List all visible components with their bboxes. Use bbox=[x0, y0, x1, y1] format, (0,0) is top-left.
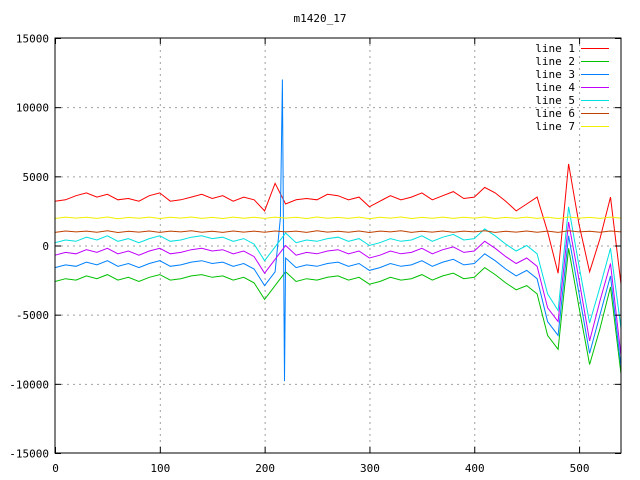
legend-label: line 5 bbox=[535, 94, 575, 107]
series-line-5 bbox=[54, 206, 622, 329]
series-line-3 bbox=[54, 79, 622, 382]
series-line-1 bbox=[54, 163, 622, 285]
x-tick-label: 200 bbox=[255, 462, 275, 475]
legend-label: line 4 bbox=[535, 81, 575, 94]
x-tick-label: 400 bbox=[465, 462, 485, 475]
series-line-7 bbox=[54, 216, 622, 220]
legend-label: line 2 bbox=[535, 55, 575, 68]
y-tick-label: -5000 bbox=[16, 309, 49, 322]
x-tick-label: 100 bbox=[150, 462, 170, 475]
series-group bbox=[54, 79, 622, 382]
grid bbox=[55, 38, 621, 453]
chart-title: m1420_17 bbox=[294, 12, 347, 25]
y-tick-label: -15000 bbox=[9, 448, 49, 461]
legend-label: line 6 bbox=[535, 107, 575, 120]
x-tick-label: 500 bbox=[570, 462, 590, 475]
legend-label: line 3 bbox=[535, 68, 575, 81]
axis-ticks: 0 100 200 300 400 500 -15000 -10000 -5000 0 5000 10… bbox=[9, 33, 621, 475]
x-tick-label: 0 bbox=[52, 462, 59, 475]
y-tick-label: 5000 bbox=[23, 171, 50, 184]
y-tick-label: -10000 bbox=[9, 378, 49, 391]
series-line-6 bbox=[54, 230, 622, 234]
legend-label: line 1 bbox=[535, 42, 575, 55]
x-tick-label: 300 bbox=[360, 462, 380, 475]
series-line-4 bbox=[54, 221, 622, 357]
series-line-2 bbox=[54, 248, 622, 375]
y-tick-label: 10000 bbox=[16, 102, 49, 115]
y-tick-label: 0 bbox=[42, 240, 49, 253]
legend-label: line 7 bbox=[535, 120, 575, 133]
y-tick-label: 15000 bbox=[16, 33, 49, 46]
